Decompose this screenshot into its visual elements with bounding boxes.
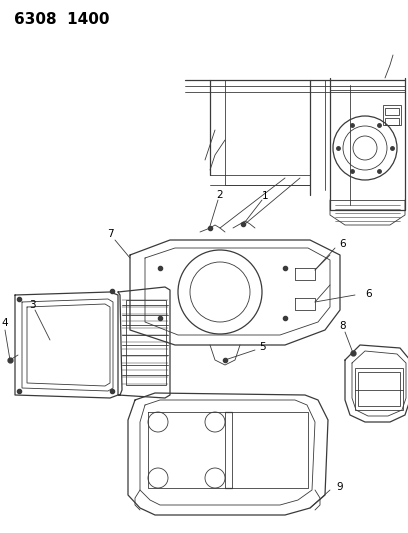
Text: 8: 8 — [340, 321, 346, 331]
Text: 9: 9 — [337, 482, 343, 492]
Text: 3: 3 — [29, 300, 35, 310]
Text: 2: 2 — [217, 190, 223, 200]
Bar — [126, 300, 166, 385]
Bar — [355, 368, 403, 410]
Text: 6: 6 — [340, 239, 346, 249]
Bar — [383, 105, 401, 125]
Text: 5: 5 — [259, 342, 265, 352]
Text: 4: 4 — [2, 318, 8, 328]
Bar — [385, 108, 399, 115]
Bar — [358, 372, 400, 406]
Text: 6: 6 — [365, 289, 372, 299]
Text: 7: 7 — [106, 229, 113, 239]
Text: 1: 1 — [262, 191, 268, 201]
Text: 6308  1400: 6308 1400 — [14, 12, 109, 27]
Bar — [385, 118, 399, 125]
